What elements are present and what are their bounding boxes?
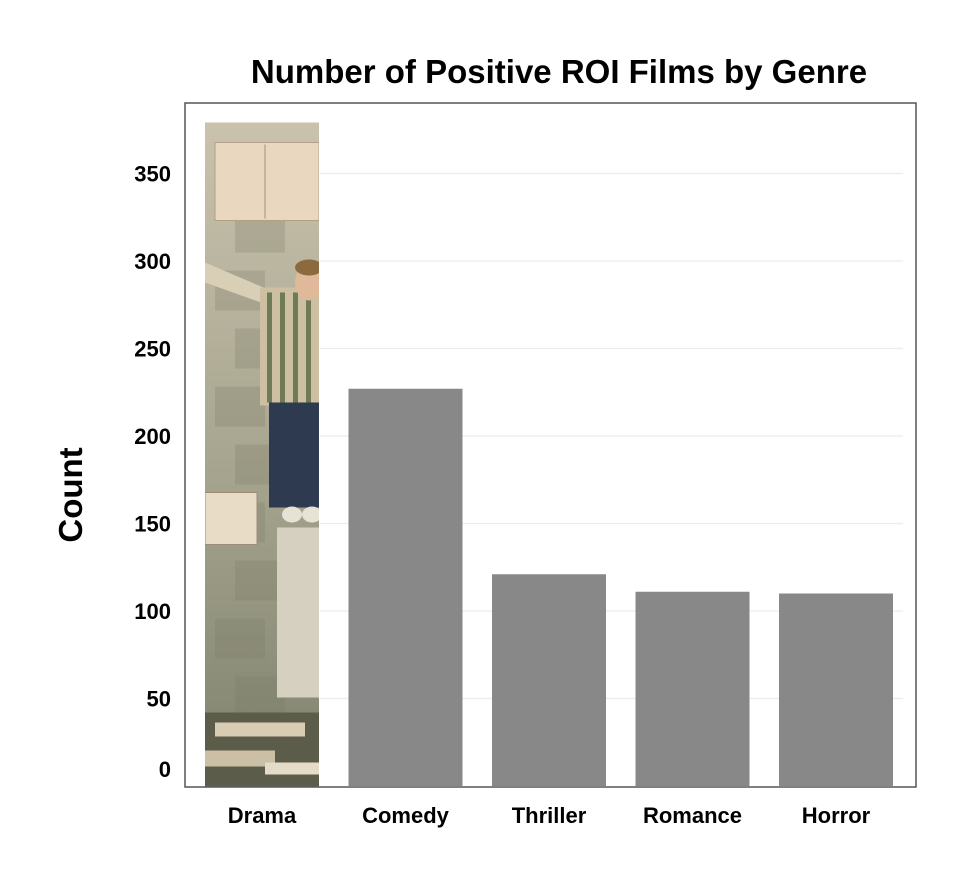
y-tick-labels: 0 50 100 150 200 250 300 350 (134, 162, 171, 783)
y-tick-label: 200 (134, 424, 171, 449)
photo-sock (282, 506, 302, 523)
photo-floor-book (265, 762, 319, 775)
photo-sweater-stripe (306, 292, 311, 403)
bar-drama-photo (205, 122, 319, 787)
y-tick-label: 250 (134, 337, 171, 362)
x-tick-label: Thriller (512, 803, 587, 828)
photo-jeans (269, 402, 319, 508)
photo-book (214, 142, 319, 221)
bar-thriller (492, 574, 606, 786)
photo-sock (302, 506, 319, 523)
photo-stone (215, 618, 265, 659)
photo-hair (295, 259, 319, 276)
y-axis-label: Count (52, 447, 89, 542)
x-tick-labels: Drama Comedy Thriller Romance Horror (228, 803, 871, 828)
bar-romance (635, 591, 750, 786)
photo-arm (205, 262, 275, 308)
y-tick-label: 300 (134, 249, 171, 274)
bars (205, 122, 893, 787)
photo-floor-book (205, 750, 275, 767)
y-tick-label: 350 (134, 162, 171, 187)
photo-sweater-stripe (267, 292, 272, 403)
bar-comedy (348, 388, 463, 786)
photo-pedestal (277, 527, 319, 698)
x-tick-label: Drama (228, 803, 297, 828)
x-tick-label: Comedy (362, 803, 450, 828)
x-tick-label: Romance (643, 803, 742, 828)
y-tick-label: 0 (159, 757, 171, 782)
photo-stone (235, 560, 285, 601)
photo-sweater-stripe (293, 292, 298, 403)
y-tick-label: 150 (134, 512, 171, 537)
chart-title: Number of Positive ROI Films by Genre (251, 53, 867, 90)
photo-floor-book (215, 722, 305, 737)
bar-horror (779, 593, 893, 786)
photo-sweater-stripe (280, 292, 285, 403)
plot-frame (184, 102, 917, 788)
x-tick-label: Horror (802, 803, 871, 828)
photo-book (205, 492, 258, 545)
y-tick-label: 50 (147, 687, 171, 712)
photo-stone (215, 386, 265, 427)
y-tick-label: 100 (134, 599, 171, 624)
photo-stone (235, 676, 285, 717)
